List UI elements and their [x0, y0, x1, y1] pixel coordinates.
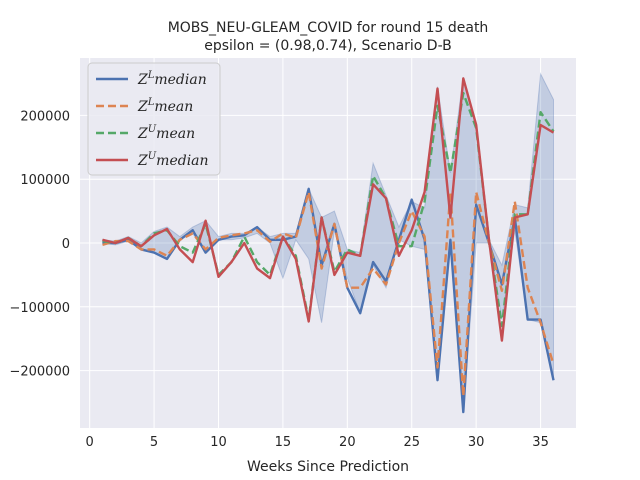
x-tick-label: 5 [150, 435, 158, 450]
x-tick-labels: 0 5 10 15 20 25 30 35 [86, 435, 549, 450]
series-line-u-median [102, 77, 555, 342]
x-tick-label: 35 [532, 435, 549, 450]
x-tick-label: 30 [468, 435, 485, 450]
legend-label: ZLmean [137, 97, 193, 115]
x-tick-label: 10 [210, 435, 227, 450]
series-lines [102, 77, 555, 414]
y-tick-labels: −200000 −100000 0 100000 200000 [9, 109, 70, 379]
y-tick-label: −200000 [9, 365, 70, 380]
legend: ZLmedian ZLmean ZUmean ZUmedian [87, 62, 221, 176]
y-tick-label: −100000 [9, 301, 70, 316]
legend-label: ZUmedian [137, 151, 209, 169]
y-tick-label: 100000 [20, 173, 70, 188]
y-tick-label: 0 [62, 237, 70, 252]
x-tick-label: 25 [403, 435, 420, 450]
legend-box [87, 62, 221, 176]
x-axis-label: Weeks Since Prediction [247, 459, 409, 475]
y-tick-label: 200000 [20, 109, 70, 124]
legend-label: ZLmedian [137, 70, 207, 88]
chart-subtitle: epsilon = (0.98,0.74), Scenario D-B [204, 38, 452, 54]
chart-title: MOBS_NEU-GLEAM_COVID for round 15 death [168, 20, 489, 36]
x-tick-label: 15 [275, 435, 292, 450]
x-tick-label: 0 [86, 435, 94, 450]
legend-label: ZUmean [137, 124, 195, 142]
x-tick-label: 20 [339, 435, 356, 450]
